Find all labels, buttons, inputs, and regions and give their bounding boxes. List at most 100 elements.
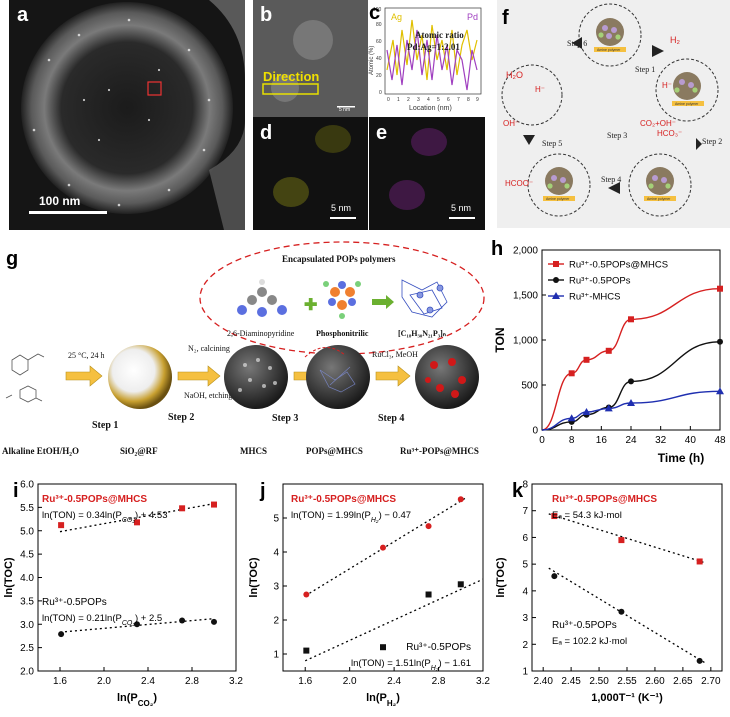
panel-c-linescan: 0 1 2 3 4 5 6 7 8 9 0 20 40 60 80 100 Lo… [369, 0, 485, 118]
data-point [58, 522, 65, 529]
panel-label-b: b [260, 4, 273, 26]
c-ag-label: Ag [391, 12, 402, 22]
series-line [541, 390, 721, 431]
hydride-label: H⁻ [662, 81, 672, 90]
data-point [583, 356, 590, 363]
mhcs-sphere [224, 345, 288, 409]
c-xtick: 6 [447, 97, 450, 103]
step1-label: Step 1 [92, 420, 118, 431]
panel-f-mechanism: Step 3 Step 6 Step 1 Step 2 Step 4 Step … [497, 0, 730, 228]
precursor-structures [5, 353, 45, 403]
y-tick-label: 5 [273, 514, 279, 525]
mhcs-label: MHCS [240, 446, 267, 456]
panel-label-i: i [13, 480, 19, 502]
c-pd-label: Pd [467, 12, 478, 22]
mol1-label: 2,6-Diaminopyridine [227, 329, 295, 338]
x-tick-label: 0 [539, 435, 545, 446]
fit-line [304, 497, 467, 597]
annotation-eq-1: ln(TON) = 0.34ln(PCO₂) + 4.53 [42, 510, 167, 524]
arrow-step2 [696, 138, 702, 150]
y-tick-label: 2 [273, 616, 279, 627]
y-axis-label: ln(TOC) [3, 557, 15, 597]
support-label: Amine polymer [597, 48, 621, 52]
y-tick-label: 3 [273, 582, 279, 593]
h2-label: H₂ [670, 35, 680, 45]
c-ratio-value: Pd:Ag=1:2.01 [407, 42, 460, 52]
y-tick-label: 3.5 [20, 596, 34, 607]
data-point [618, 537, 625, 544]
c-xtick: 0 [387, 97, 390, 103]
c-xtick: 4 [427, 97, 430, 103]
data-point [179, 505, 186, 512]
y-tick-label: 6.0 [20, 480, 34, 491]
hollow-sphere-image [21, 0, 245, 230]
data-point [696, 657, 703, 664]
panel-label-f: f [502, 7, 509, 29]
chart-j: 1.6 2.0 2.4 2.8 3.2 1 2 3 4 5 Ru³⁺-0.5POPs@MHCS ln(… [248, 483, 490, 708]
y-tick-label: 2.0 [20, 667, 34, 678]
data-point [303, 647, 310, 654]
y-tick-label: 4 [273, 548, 279, 559]
x-tick-label: 2.55 [617, 676, 637, 687]
x-axis-label-main: ln(P [366, 692, 387, 704]
legend-marker [553, 277, 559, 283]
x-axis-label-sub: H₂ [387, 699, 397, 708]
panel-label-d: d [260, 122, 273, 144]
scale-label: 5 nm [331, 203, 352, 213]
bubble-title: Encapsulated POPs polymers [282, 254, 396, 264]
c-xtick: 9 [476, 97, 479, 103]
y-tick-label: 500 [521, 381, 538, 392]
x-axis-label-end: ) [153, 692, 157, 704]
ru-pops-mhcs-sphere [415, 345, 479, 409]
data-point [627, 399, 635, 406]
step3-label: Step 3 [272, 413, 298, 424]
hcoo-label: HCOO⁻ [505, 179, 533, 188]
y-tick-label: 1 [522, 667, 528, 678]
annotation-eq-1: ln(TON) = 1.99ln(PH₂) − 0.47 [291, 510, 411, 524]
arrow-step6 [572, 37, 582, 49]
x-axis-label-sub: CO₂ [138, 699, 154, 708]
arrow-step2 [177, 365, 221, 387]
x-axis-label: 1,000T⁻¹ (K⁻¹) [591, 692, 663, 704]
x-axis-label-end: ) [396, 692, 400, 704]
y-tick-label: 1,500 [513, 291, 538, 302]
support-label: Amine polymer [675, 102, 699, 106]
annotation-eq-2: Eₐ = 102.2 kJ·mol [552, 636, 627, 647]
arrow-step1 [65, 365, 103, 387]
panel-g-synthesis: g Encapsulated POPs polymers ✚ 2,6-Diami… [0, 240, 500, 465]
x-tick-label: 40 [685, 435, 697, 446]
annotation-title-1: Ru³⁺-0.5POPs@MHCS [42, 494, 147, 505]
data-point [628, 378, 634, 385]
y-tick-label: 2.5 [20, 643, 34, 654]
annotation-eq-2-main: ln(TON) = 0.21ln(P [42, 613, 122, 624]
y-tick-label: 5.0 [20, 526, 34, 537]
ru-label: Ru³⁺-POPs@MHCS [400, 446, 479, 456]
c-ytick: 80 [376, 22, 382, 28]
panel-label-c: c [369, 2, 381, 24]
data-point [582, 408, 591, 415]
data-point [696, 558, 703, 565]
y-tick-label: 0 [532, 426, 538, 437]
x-tick-label: 2.8 [185, 676, 199, 687]
molecule-phosphonitrilic [323, 281, 361, 319]
panel-e-eds-pd: e 5 nm [369, 117, 485, 230]
data-point [605, 347, 612, 354]
arrow-step4 [375, 365, 411, 387]
x-tick-label: 2.4 [141, 676, 155, 687]
x-axis-label: ln(PCO₂) [117, 692, 157, 708]
annotation-title-1: Ru³⁺-0.5POPs@MHCS [291, 494, 396, 505]
c-ytick: 60 [376, 39, 382, 45]
catalytic-cycle: Step 3 Step 6 Step 1 Step 2 Step 4 Step … [501, 3, 722, 217]
data-point [425, 523, 432, 530]
data-point [303, 591, 310, 598]
legend-label: Ru³⁺-MHCS [569, 292, 620, 303]
arrow-step4 [608, 182, 620, 194]
data-point [604, 404, 613, 412]
c-xtick: 3 [417, 97, 420, 103]
step1-label: Step 1 [635, 65, 655, 74]
data-point [551, 573, 558, 580]
x-axis-label: ln(PH₂) [366, 692, 400, 708]
data-point [457, 496, 464, 503]
fit-line [548, 567, 706, 664]
x-tick-label: 8 [569, 435, 575, 446]
